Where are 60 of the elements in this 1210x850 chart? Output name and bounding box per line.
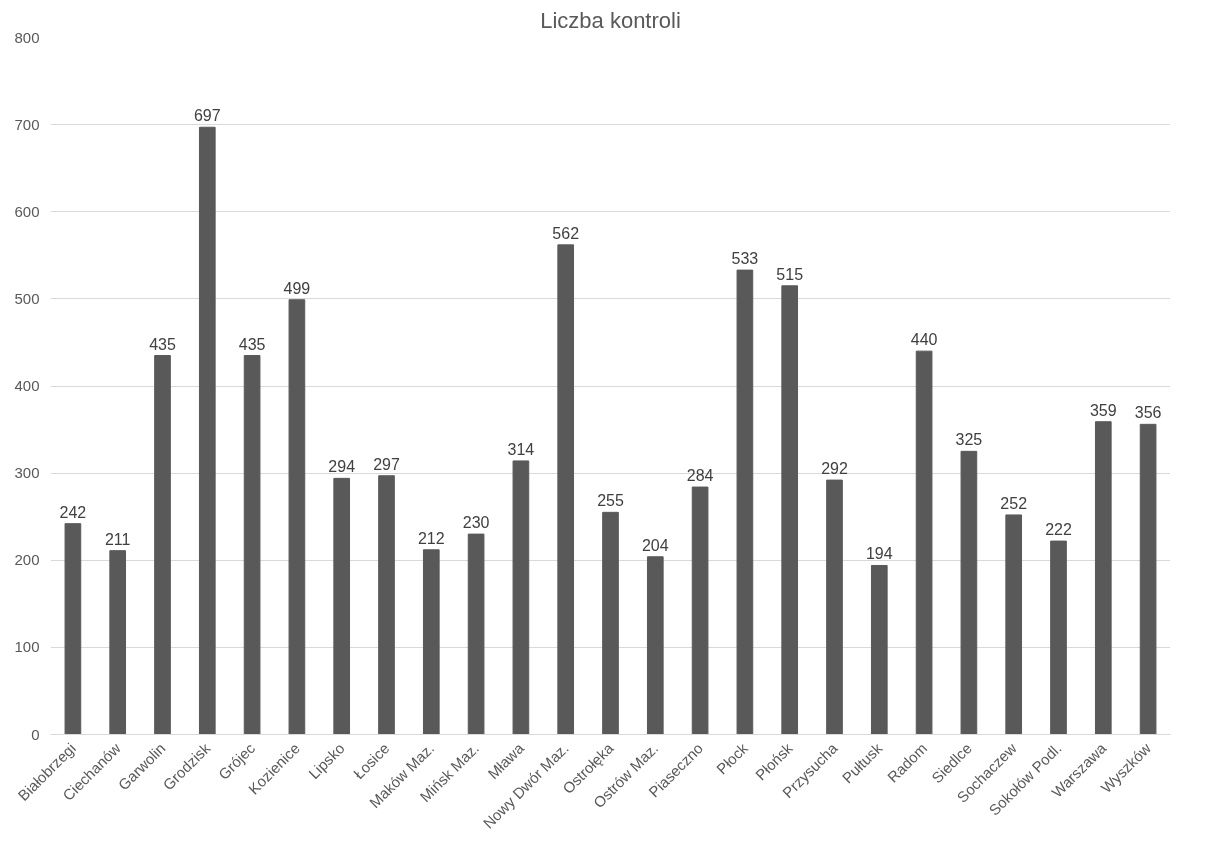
bar [602,511,619,735]
data-label: 284 [686,467,714,485]
bar [960,450,978,735]
data-label: 533 [731,250,759,268]
chart-title: Liczba kontroli [540,7,681,33]
data-label: 440 [910,331,938,349]
data-label: 292 [821,460,848,478]
data-label: 297 [373,455,400,473]
bar [154,355,171,735]
data-label: 314 [507,440,535,458]
data-label: 222 [1045,521,1072,539]
data-label: 435 [149,335,176,353]
data-label: 515 [776,265,804,283]
bar [826,479,843,735]
data-label: 230 [462,514,490,532]
data-label: 697 [193,107,221,125]
data-label: 194 [865,545,893,563]
bar [915,350,933,735]
bar [646,556,664,735]
y-tick-label: 200 [14,551,40,569]
data-label: 255 [597,492,624,510]
bar [198,126,216,735]
y-tick-label: 100 [14,638,40,656]
data-label: 294 [328,458,356,476]
bar [64,523,82,735]
bar [512,460,530,735]
bar [333,477,351,735]
bar [691,486,709,735]
data-label: 499 [283,279,311,297]
y-tick-label: 300 [14,464,40,482]
bar [1139,423,1157,735]
data-label: 359 [1089,401,1117,419]
bar [781,285,799,735]
data-label: 356 [1134,404,1162,422]
data-label: 242 [59,503,87,521]
data-label: 252 [1000,494,1028,512]
bar [1050,540,1067,735]
bar [1005,514,1023,735]
bar [243,355,261,735]
bar [467,533,485,735]
bar [378,475,395,735]
data-label: 562 [552,224,580,242]
y-tick-label: 700 [14,115,40,133]
data-label: 211 [104,530,131,548]
bar [288,299,306,735]
data-label: 212 [417,529,445,547]
bar [557,244,575,735]
data-label: 435 [238,335,266,353]
y-tick-label: 0 [31,725,40,743]
y-tick-label: 600 [14,202,40,220]
bar [1094,421,1112,735]
data-label: 204 [641,536,669,554]
data-label: 325 [955,431,983,449]
bar [870,564,888,735]
bar [736,269,754,735]
y-tick-label: 800 [14,28,40,46]
y-tick-label: 400 [14,377,40,394]
bar [109,550,127,735]
bar [422,549,440,735]
y-tick-label: 500 [14,289,40,307]
